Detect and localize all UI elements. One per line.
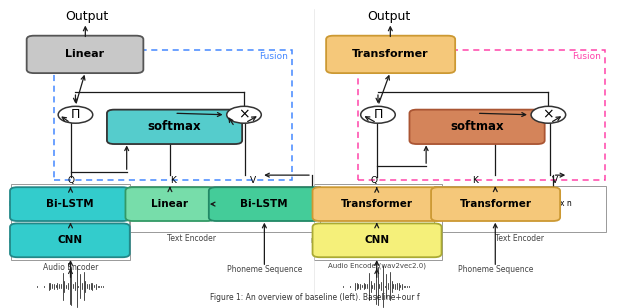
Text: ×: ×	[542, 108, 554, 122]
FancyBboxPatch shape	[10, 223, 130, 257]
Text: CNN: CNN	[57, 235, 83, 245]
Text: Phoneme Sequence: Phoneme Sequence	[457, 265, 533, 274]
Circle shape	[58, 106, 93, 123]
Text: CNN: CNN	[365, 235, 389, 245]
Text: Q: Q	[370, 176, 377, 185]
Text: Transformer: Transformer	[341, 199, 413, 209]
Text: Text Encoder: Text Encoder	[167, 234, 216, 243]
Text: x n: x n	[560, 199, 572, 208]
FancyBboxPatch shape	[125, 187, 214, 221]
Text: Output: Output	[65, 10, 108, 23]
FancyBboxPatch shape	[26, 36, 144, 73]
Text: softmax: softmax	[450, 120, 504, 133]
FancyBboxPatch shape	[326, 36, 455, 73]
Text: ×: ×	[238, 108, 250, 122]
Circle shape	[531, 106, 566, 123]
Text: Transformer: Transformer	[352, 49, 429, 59]
Text: Linear: Linear	[66, 49, 105, 59]
Text: n x: n x	[311, 236, 323, 245]
Text: n x: n x	[9, 236, 21, 245]
Bar	[314, 184, 442, 260]
Text: K: K	[170, 176, 176, 185]
FancyBboxPatch shape	[107, 110, 242, 144]
FancyBboxPatch shape	[431, 187, 560, 221]
FancyBboxPatch shape	[410, 110, 545, 144]
Text: Transformer: Transformer	[460, 199, 532, 209]
Text: Audio Encoder(wav2vec2.0): Audio Encoder(wav2vec2.0)	[328, 263, 426, 269]
Bar	[11, 184, 130, 260]
Text: Linear: Linear	[151, 199, 188, 209]
Text: Bi-LSTM: Bi-LSTM	[46, 199, 94, 209]
Circle shape	[361, 106, 395, 123]
Text: n x: n x	[311, 199, 323, 208]
Bar	[433, 186, 607, 232]
Text: Audio Encoder: Audio Encoder	[43, 263, 98, 272]
Text: n x: n x	[9, 199, 21, 208]
Text: Phoneme Sequence: Phoneme Sequence	[227, 265, 302, 274]
FancyBboxPatch shape	[10, 187, 130, 221]
Text: Fusion: Fusion	[573, 52, 602, 61]
Text: K: K	[472, 176, 478, 185]
Text: Bi-LSTM: Bi-LSTM	[240, 199, 288, 209]
Text: Fusion: Fusion	[259, 52, 288, 61]
Circle shape	[227, 106, 261, 123]
Text: Π: Π	[71, 108, 80, 121]
FancyBboxPatch shape	[312, 223, 442, 257]
Text: Π: Π	[374, 108, 382, 121]
Bar	[129, 186, 320, 232]
Text: Q: Q	[67, 176, 74, 185]
FancyBboxPatch shape	[312, 187, 442, 221]
Text: V: V	[551, 176, 558, 185]
Text: Figure 1: An overview of baseline (left). Baseline+our f: Figure 1: An overview of baseline (left)…	[210, 293, 420, 302]
Text: Output: Output	[367, 10, 411, 23]
Text: softmax: softmax	[147, 120, 202, 133]
Text: V: V	[250, 176, 256, 185]
Bar	[54, 50, 292, 180]
Bar	[358, 50, 605, 180]
Text: Text Encoder: Text Encoder	[495, 234, 544, 243]
FancyBboxPatch shape	[209, 187, 319, 221]
